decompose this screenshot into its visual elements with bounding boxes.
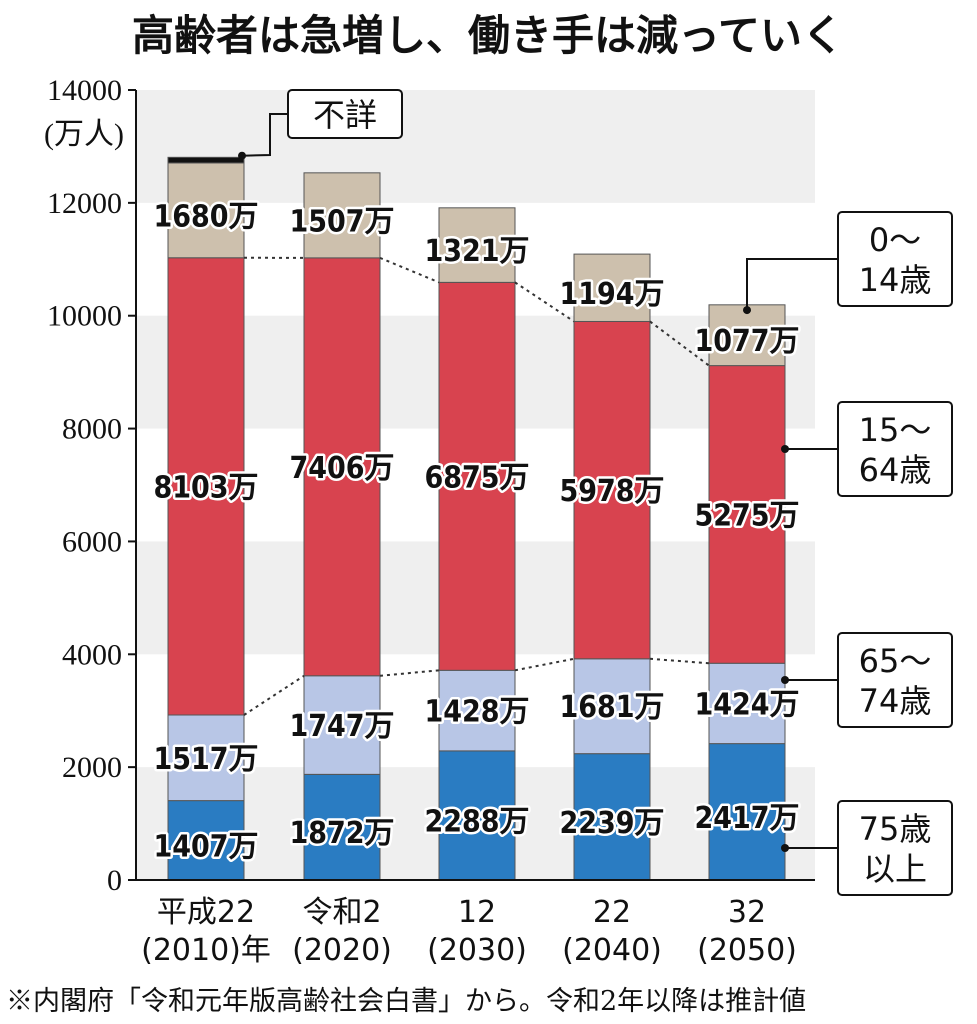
x-tick-label: 平成22 [157, 895, 255, 930]
background-band [136, 90, 815, 203]
data-label-age75plus: 1407万 [153, 829, 258, 864]
data-label-age15to64: 6875万 [424, 460, 529, 495]
y-axis: 0 2000 4000 6000 8000 10000 12000 14000 (万人) [44, 74, 137, 897]
x-tick-label: 22 [593, 895, 631, 930]
data-label-age65to74: 1517万 [153, 742, 258, 777]
data-label-age15to64: 7406万 [289, 451, 394, 486]
legend-label-age0to14: 14歳 [859, 261, 932, 299]
source-note: ※内閣府「令和元年版高齢社会白書」から。令和2年以降は推計値 [6, 986, 806, 1017]
data-label-age0to14: 1077万 [694, 324, 799, 359]
legend-label-age0to14: 0〜 [869, 221, 921, 259]
bar-age15to64 [573, 320, 651, 660]
bar-age75plus [573, 753, 651, 881]
bar-age0to14 [573, 253, 651, 322]
legend-leader-dot [238, 151, 246, 160]
x-tick-label: 32 [728, 895, 766, 930]
bar-age0to14 [438, 207, 516, 283]
trend-line-age15to64 [514, 281, 575, 323]
data-label-age0to14: 1680万 [153, 199, 258, 234]
legend-label-age65to74: 65〜 [859, 642, 932, 680]
legend-label-unknown: 不詳 [313, 96, 377, 134]
x-tick-label: 令和2 [302, 895, 381, 930]
bar-unknown [167, 156, 245, 164]
data-label-age15to64: 5978万 [559, 474, 664, 509]
trend-line-age65to74 [379, 669, 440, 677]
data-label-age0to14: 1507万 [289, 204, 394, 239]
bar-age65to74 [167, 714, 245, 802]
data-label-age75plus: 2288万 [424, 804, 529, 839]
x-tick-label: (2020) [292, 933, 392, 968]
data-label-age15to64: 8103万 [153, 470, 258, 505]
bar-age65to74 [573, 658, 651, 755]
trend-lines [243, 256, 710, 716]
data-labels: 1407万 1872万 2288万 2239万 2417万 1517万 1747万 1428万… [151, 197, 802, 867]
bar-age75plus [303, 773, 381, 881]
bar-age65to74 [303, 675, 381, 775]
bar-age15to64 [303, 257, 381, 677]
y-tick-label: 12000 [47, 187, 122, 220]
y-tick-label: 14000 [47, 74, 122, 107]
legend-leader-unknown [241, 113, 288, 157]
y-tick-label: 10000 [47, 300, 122, 333]
data-label-age65to74: 1424万 [694, 687, 799, 722]
trend-line-age65to74 [243, 674, 305, 716]
legend-label-age75plus: 以上 [863, 850, 927, 888]
legend-leader-dot [781, 844, 789, 852]
y-tick-label: 8000 [62, 413, 122, 446]
bar-age75plus [708, 743, 786, 881]
legend-leader-dot [781, 445, 789, 453]
x-tick-label: (2040) [562, 933, 662, 968]
data-label-age0to14: 1321万 [424, 234, 529, 269]
data-label-age75plus: 1872万 [289, 816, 394, 851]
legend-leader-dot [781, 676, 789, 684]
legend-label-age15to64: 15〜 [859, 411, 932, 449]
bar-age75plus [167, 800, 245, 881]
bar-age65to74 [708, 662, 786, 745]
data-label-age75plus: 2239万 [559, 806, 664, 841]
legend-leader-dot [743, 306, 751, 315]
trend-line-age15to64 [649, 320, 710, 367]
data-label-age65to74: 1428万 [424, 695, 529, 730]
chart-title: 高齢者は急増し、働き手は減っていく [132, 11, 844, 60]
x-tick-label: 12 [458, 895, 496, 930]
data-label-age75plus: 2417万 [694, 801, 799, 836]
legend-label-age65to74: 74歳 [859, 682, 932, 720]
y-tick-label: 0 [107, 864, 122, 897]
bar-age0to14 [303, 172, 381, 259]
legend-leader-age0to14 [746, 258, 838, 311]
bar-age15to64 [708, 365, 786, 664]
x-tick-label: (2030) [427, 933, 527, 968]
legend-label-age75plus: 75歳 [859, 810, 932, 848]
data-label-age65to74: 1747万 [289, 709, 394, 744]
bars [167, 156, 786, 881]
bar-age65to74 [438, 669, 516, 752]
data-label-age65to74: 1681万 [559, 690, 664, 725]
data-label-age0to14: 1194万 [559, 277, 664, 312]
legend-label-age15to64: 64歳 [859, 451, 932, 489]
data-label-age15to64: 5275万 [694, 498, 799, 533]
y-axis-unit: (万人) [44, 118, 124, 151]
y-tick-label: 6000 [62, 525, 122, 558]
y-tick-label: 4000 [62, 638, 122, 671]
y-tick-label: 2000 [62, 751, 122, 784]
x-tick-label: (2010)年 [141, 933, 271, 968]
bar-age15to64 [167, 257, 245, 716]
trend-line-age65to74 [649, 657, 710, 665]
trend-line-age65to74 [514, 657, 575, 672]
x-tick-label: (2050) [697, 933, 797, 968]
bar-age15to64 [438, 281, 516, 671]
bar-age75plus [438, 750, 516, 881]
